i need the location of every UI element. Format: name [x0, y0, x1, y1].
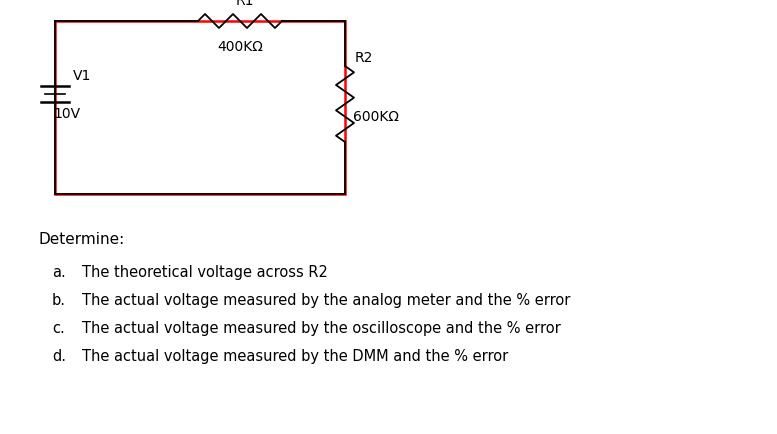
Text: a.: a.: [52, 264, 66, 279]
Text: R1: R1: [235, 0, 254, 8]
Text: R2: R2: [355, 51, 374, 65]
Text: V1: V1: [73, 69, 92, 83]
Text: b.: b.: [52, 293, 66, 307]
Text: 600KΩ: 600KΩ: [353, 110, 399, 124]
Text: d.: d.: [52, 348, 66, 363]
Text: The actual voltage measured by the DMM and the % error: The actual voltage measured by the DMM a…: [82, 348, 508, 363]
Text: The actual voltage measured by the oscilloscope and the % error: The actual voltage measured by the oscil…: [82, 320, 561, 335]
Text: c.: c.: [52, 320, 64, 335]
Text: Determine:: Determine:: [38, 231, 124, 247]
Bar: [55, 22, 345, 194]
Text: 400KΩ: 400KΩ: [217, 40, 263, 54]
Text: The theoretical voltage across R2: The theoretical voltage across R2: [82, 264, 328, 279]
Text: 10V: 10V: [53, 107, 80, 121]
Text: The actual voltage measured by the analog meter and the % error: The actual voltage measured by the analo…: [82, 293, 570, 307]
